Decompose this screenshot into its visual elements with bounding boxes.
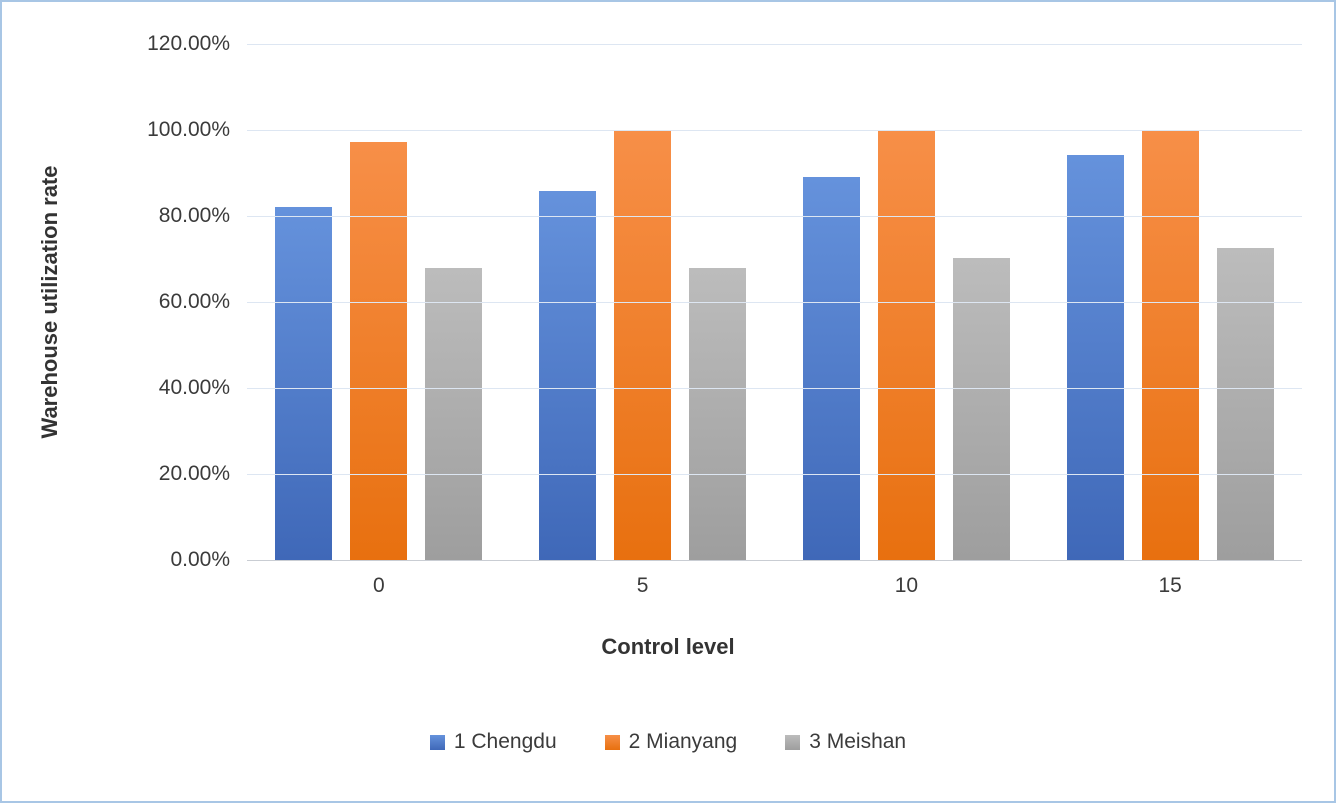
gridline-20 [247,474,1302,475]
bar-2-mianyang-x10 [877,130,935,560]
legend-item-2-mianyang: 2 Mianyang [604,730,738,754]
y-tick-label-60: 60.00% [158,290,230,313]
bar-group-15 [1066,44,1274,560]
x-axis-labels: 0 5 10 15 [247,574,1302,598]
plot-area [247,44,1302,561]
bar-3-meishan-x5 [689,268,747,560]
legend-swatch-icon [604,734,620,750]
gridline-0 [247,560,1302,561]
x-axis-title: Control level [601,634,735,659]
y-tick-label-0: 0.00% [170,548,230,571]
bar-3-meishan-x15 [1216,248,1274,560]
bar-3-meishan-x0 [425,268,483,560]
bar-group-0 [275,44,483,560]
legend-label: 3 Meishan [809,730,907,753]
y-tick-label-120: 120.00% [147,32,230,55]
chart-legend: 1 Chengdu 2 Mianyang 3 Meishan [2,730,1334,754]
gridline-60 [247,302,1302,303]
y-tick-label-20: 20.00% [158,462,230,485]
x-tick-label-10: 10 [894,574,919,597]
bar-1-chengdu-x10 [802,177,860,560]
x-tick-label-5: 5 [636,574,649,597]
y-tick-label-80: 80.00% [158,204,230,227]
gridline-80 [247,216,1302,217]
bar-3-meishan-x10 [952,258,1010,560]
legend-swatch-icon [785,734,801,750]
y-tick-label-100: 100.00% [147,118,230,141]
bar-group-5 [539,44,747,560]
gridline-40 [247,388,1302,389]
legend-label: 1 Chengdu [453,730,557,753]
bar-1-chengdu-x0 [275,207,333,560]
bar-1-chengdu-x15 [1066,154,1124,560]
bar-2-mianyang-x5 [614,130,672,560]
bar-1-chengdu-x5 [539,191,597,560]
legend-swatch-icon [429,734,445,750]
legend-item-1-chengdu: 1 Chengdu [429,730,557,754]
y-tick-label-40: 40.00% [158,376,230,399]
bar-groups [247,44,1302,560]
legend-label: 2 Mianyang [628,730,738,753]
bar-2-mianyang-x0 [350,142,408,560]
bar-group-10 [802,44,1010,560]
y-axis-labels: 0.00% 20.00% 40.00% 60.00% 80.00% 100.00% 120.… [2,32,230,571]
gridline-120 [247,44,1302,45]
x-tick-label-15: 15 [1158,574,1182,597]
legend-item-3-meishan: 3 Meishan [785,730,906,754]
bar-2-mianyang-x15 [1141,130,1199,560]
gridline-100 [247,130,1302,131]
x-tick-label-0: 0 [373,574,385,597]
